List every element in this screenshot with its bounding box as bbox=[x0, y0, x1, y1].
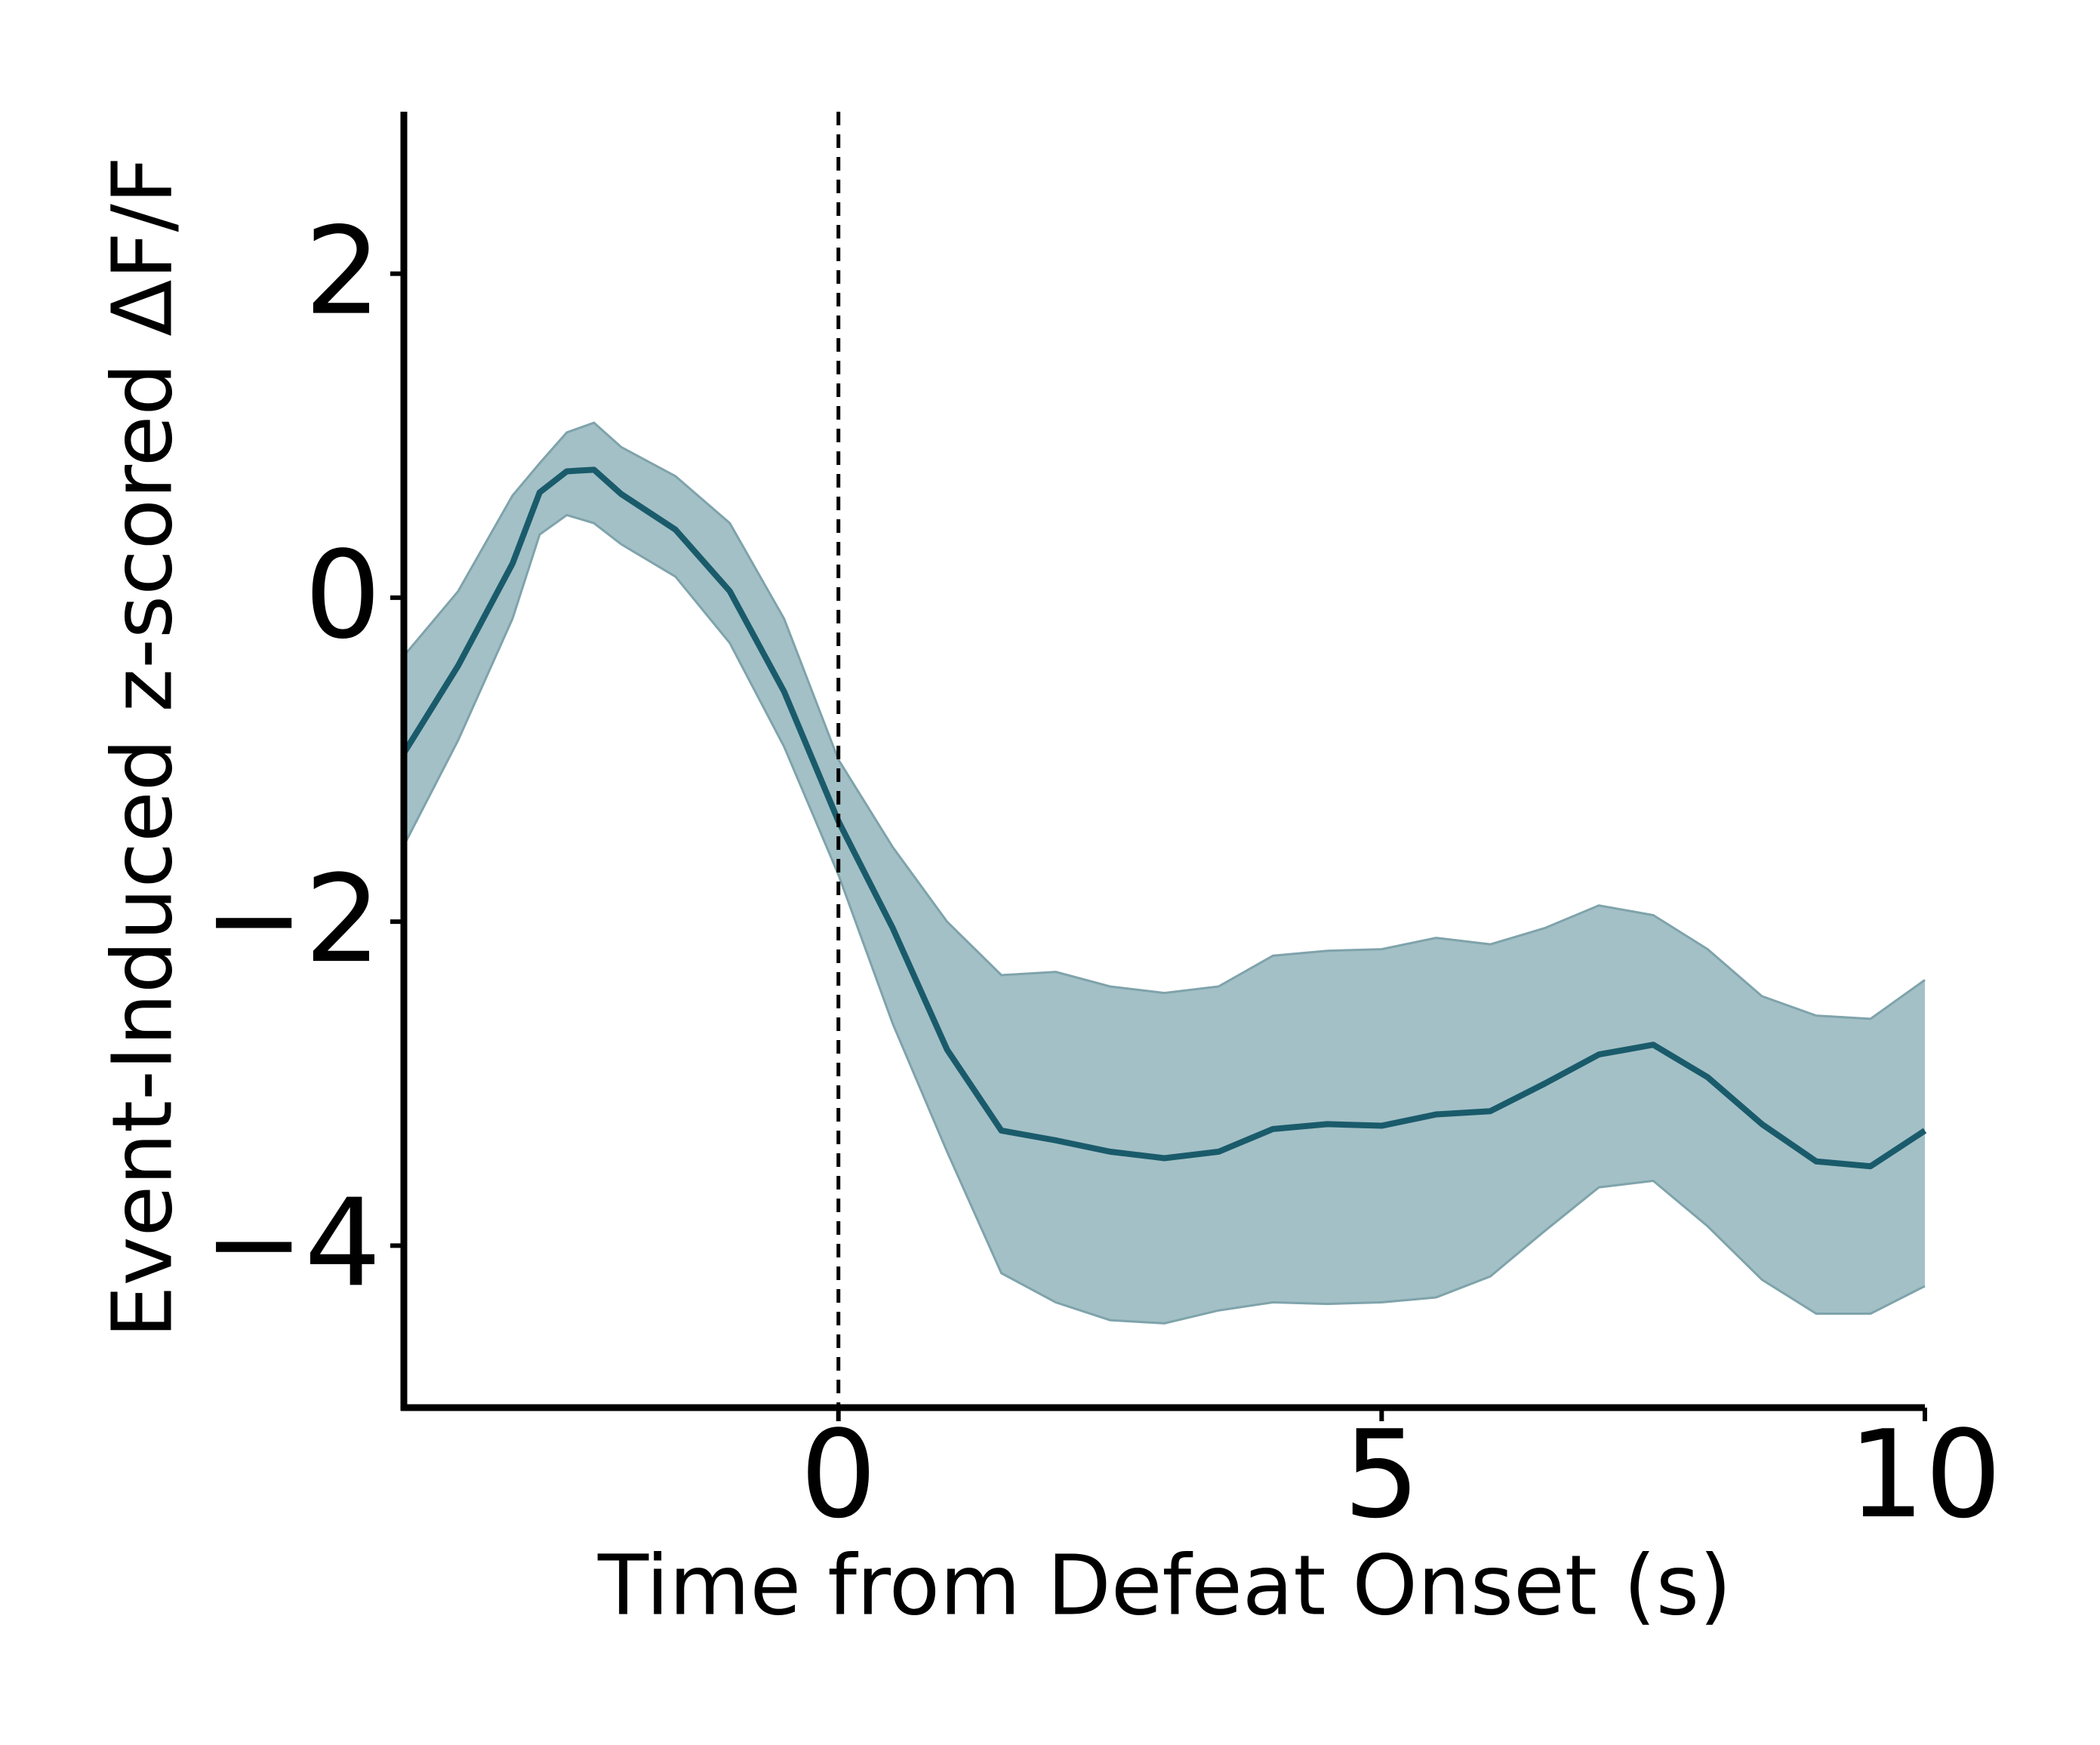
band-edge bbox=[402, 421, 1926, 1020]
x-tick-label: 0 bbox=[800, 1404, 877, 1545]
y-tick-label: −2 bbox=[203, 848, 381, 989]
mean-line bbox=[401, 466, 1927, 1170]
y-tick-label: 2 bbox=[304, 201, 381, 342]
y-tick-label: 0 bbox=[304, 525, 381, 666]
confidence-band bbox=[404, 423, 1925, 1324]
y-tick-label: −4 bbox=[203, 1172, 381, 1313]
x-axis-label: Time from Defeat Onset (s) bbox=[597, 1537, 1732, 1633]
x-tick-label: 10 bbox=[1848, 1404, 2002, 1545]
y-axis-label: Event-Induced z-scored ΔF/F bbox=[94, 156, 190, 1338]
band-edge bbox=[402, 513, 1926, 1325]
x-tick-label: 5 bbox=[1343, 1404, 1420, 1545]
